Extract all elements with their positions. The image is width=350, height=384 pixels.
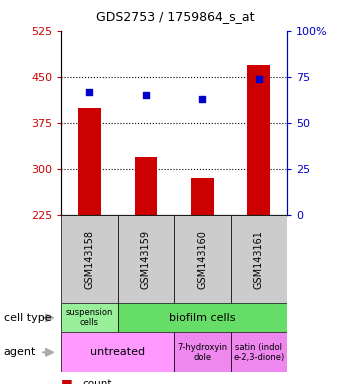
Text: count: count (82, 379, 112, 384)
Text: GSM143160: GSM143160 (197, 230, 207, 289)
Text: GSM143159: GSM143159 (141, 230, 151, 289)
Bar (78, 108, 101, 215)
Text: GDS2753 / 1759864_s_at: GDS2753 / 1759864_s_at (96, 10, 254, 23)
Bar (118, 303, 287, 332)
Bar (174, 332, 231, 372)
Text: untreated: untreated (90, 347, 145, 358)
Text: 7-hydroxyin
dole: 7-hydroxyin dole (177, 343, 228, 362)
Bar (231, 332, 287, 372)
Text: agent: agent (4, 347, 36, 358)
Point (256, 76, 261, 82)
Text: suspension
cells: suspension cells (66, 308, 113, 328)
Bar (118, 215, 174, 303)
Bar (61, 303, 118, 332)
Text: GSM143161: GSM143161 (254, 230, 264, 289)
Bar (135, 157, 157, 215)
Point (199, 96, 205, 102)
Bar (231, 215, 287, 303)
Text: satin (indol
e-2,3-dione): satin (indol e-2,3-dione) (233, 343, 285, 362)
Text: biofilm cells: biofilm cells (169, 313, 236, 323)
Text: ■: ■ (61, 377, 73, 384)
Point (87, 88, 92, 94)
Bar (174, 215, 231, 303)
Text: GSM143158: GSM143158 (84, 230, 94, 289)
Bar (191, 178, 214, 215)
Text: cell type: cell type (4, 313, 51, 323)
Bar (61, 332, 174, 372)
Point (143, 92, 149, 98)
Bar (247, 65, 270, 215)
Bar (61, 215, 118, 303)
